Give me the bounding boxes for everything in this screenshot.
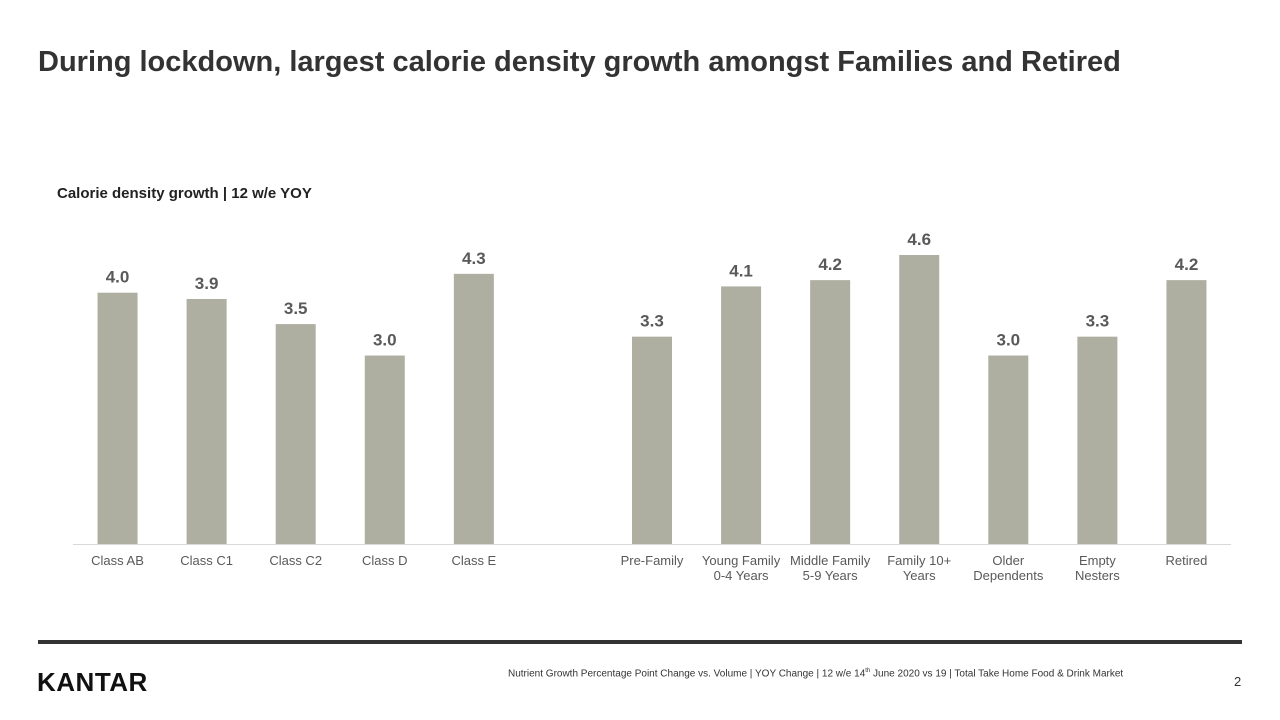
slide-title: During lockdown, largest calorie density… <box>38 46 1121 78</box>
bar <box>1166 280 1207 544</box>
footer-rule <box>38 640 1242 644</box>
x-tick-label: Young Family 0-4 Years <box>701 553 781 583</box>
data-label: 4.0 <box>106 268 130 287</box>
bar <box>275 324 316 544</box>
footnote-text: June 2020 vs 19 | Total Take Home Food &… <box>870 668 1124 680</box>
data-label: 4.2 <box>818 255 842 274</box>
x-tick-label: Class D <box>362 553 408 568</box>
data-label: 3.9 <box>195 274 219 293</box>
bar <box>988 355 1029 544</box>
bar <box>899 255 940 544</box>
page-number: 2 <box>1234 674 1242 689</box>
data-label: 4.2 <box>1175 255 1199 274</box>
x-tick-label: Class AB <box>91 553 144 568</box>
data-label: 3.0 <box>373 331 397 350</box>
bar <box>453 273 494 544</box>
x-tick-label: Class E <box>451 553 497 568</box>
x-tick-label: Retired <box>1165 553 1208 568</box>
data-label: 3.5 <box>284 299 308 318</box>
bar <box>1077 336 1118 544</box>
bar <box>364 355 405 544</box>
data-label: 3.0 <box>996 331 1020 350</box>
bar <box>186 298 227 544</box>
footnote-text: Nutrient Growth Percentage Point Change … <box>508 668 866 680</box>
bar <box>632 336 672 544</box>
data-label: 3.3 <box>640 312 664 331</box>
footnote: Nutrient Growth Percentage Point Change … <box>508 668 1123 679</box>
data-label: 3.3 <box>1086 312 1110 331</box>
data-label: 4.3 <box>462 249 486 268</box>
x-tick-label: Older Dependents <box>973 553 1044 583</box>
data-label: 4.6 <box>907 230 931 249</box>
data-label: 4.1 <box>729 261 753 280</box>
bar <box>97 292 138 544</box>
x-tick-label: Pre-Family <box>620 553 684 568</box>
x-tick-label: Middle Family 5-9 Years <box>790 553 871 583</box>
chart-title: Calorie density growth | 12 w/e YOY <box>57 185 312 202</box>
x-tick-label: Family 10+ Years <box>887 553 952 583</box>
x-tick-label: Class C2 <box>269 553 323 568</box>
footnote-sup: th <box>865 668 871 674</box>
x-tick-label: Empty Nesters <box>1074 553 1120 583</box>
bar <box>721 286 762 544</box>
bar <box>810 280 851 544</box>
x-tick-label: Class C1 <box>180 553 233 568</box>
logo: KANTAR <box>37 667 148 697</box>
chart: 4.0 3.9 3.5 3.0 4.3 3.3 4.1 4.2 4.6 3.0 3.3 4.2 <box>73 230 1231 545</box>
